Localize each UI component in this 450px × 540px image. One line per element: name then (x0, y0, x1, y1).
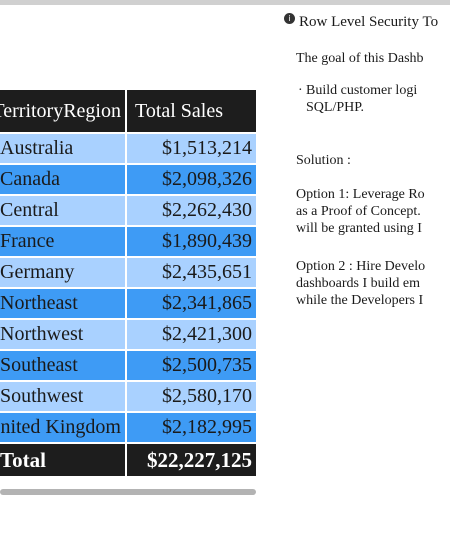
sales-cell: $2,341,865 (125, 287, 256, 319)
table-header-row: TerritoryRegion Total Sales (0, 90, 256, 133)
column-header-sales-label: Total Sales (135, 99, 224, 122)
table-row[interactable]: Australia $1,513,214 (0, 132, 256, 164)
total-row: Total $22,227,125 (0, 442, 256, 476)
bullet-line-2: SQL/PHP. (306, 100, 364, 115)
table-row[interactable]: Central $2,262,430 (0, 194, 256, 226)
sales-cell: $2,262,430 (125, 194, 256, 226)
bullet-line-1: Build customer logi (306, 83, 418, 98)
region-cell: Northwest (0, 318, 126, 350)
sales-cell: $2,182,995 (125, 411, 256, 443)
option-2-line-3: while the Developers I (296, 293, 424, 308)
table-row[interactable]: Canada $2,098,326 (0, 163, 256, 195)
option-1-text: Option 1: Leverage Ro as a Proof of Conc… (296, 186, 425, 237)
top-scrollbar[interactable] (0, 0, 450, 5)
region-cell: Australia (0, 132, 126, 164)
region-cell: Southwest (0, 380, 126, 412)
sales-cell: $2,500,735 (125, 349, 256, 381)
sales-cell: $2,421,300 (125, 318, 256, 350)
table-row[interactable]: Southwest $2,580,170 (0, 380, 256, 412)
table-row[interactable]: Germany $2,435,651 (0, 256, 256, 288)
total-label-cell: Total (0, 442, 126, 476)
table-row[interactable]: United Kingdom $2,182,995 (0, 411, 256, 443)
option-1-line-3: will be granted using I (296, 221, 422, 236)
sales-cell: $2,098,326 (125, 163, 256, 195)
goal-text: The goal of this Dashb (296, 51, 424, 66)
region-cell: United Kingdom (0, 411, 126, 443)
table-row[interactable]: Northwest $2,421,300 (0, 318, 256, 350)
panel-title: Row Level Security To (299, 14, 439, 30)
sales-cell: $2,435,651 (125, 256, 256, 288)
solution-label: Solution : (296, 153, 351, 168)
region-cell: Southeast (0, 349, 126, 381)
option-2-text: Option 2 : Hire Develo dashboards I buil… (296, 258, 425, 309)
option-2-line-1: Option 2 : Hire Develo (296, 259, 426, 274)
column-header-sales[interactable]: Total Sales (125, 90, 256, 133)
sales-table: TerritoryRegion Total Sales Australia $1… (0, 90, 256, 476)
region-cell: France (0, 225, 126, 257)
option-2-line-2: dashboards I build em (296, 276, 421, 291)
option-1-line-1: Option 1: Leverage Ro (296, 187, 425, 202)
column-header-region[interactable]: TerritoryRegion (0, 90, 126, 133)
table-horizontal-scrollbar[interactable] (0, 489, 256, 495)
sales-cell: $1,890,439 (125, 225, 256, 257)
sales-table-panel: TerritoryRegion Total Sales Australia $1… (0, 90, 256, 476)
info-icon[interactable]: i (284, 13, 295, 24)
panel-title-row: i Row Level Security To (284, 13, 439, 31)
region-cell: Northeast (0, 287, 126, 319)
table-row[interactable]: Northeast $2,341,865 (0, 287, 256, 319)
region-cell: Germany (0, 256, 126, 288)
table-row[interactable]: France $1,890,439 (0, 225, 256, 257)
option-1-line-2: as a Proof of Concept. (296, 204, 421, 219)
column-header-region-label: TerritoryRegion (0, 99, 121, 122)
total-sales-cell: $22,227,125 (125, 442, 256, 476)
sales-cell: $1,513,214 (125, 132, 256, 164)
bullet-dot: · (298, 83, 303, 98)
region-cell: Canada (0, 163, 126, 195)
table-row[interactable]: Southeast $2,500,735 (0, 349, 256, 381)
region-cell: Central (0, 194, 126, 226)
sales-cell: $2,580,170 (125, 380, 256, 412)
